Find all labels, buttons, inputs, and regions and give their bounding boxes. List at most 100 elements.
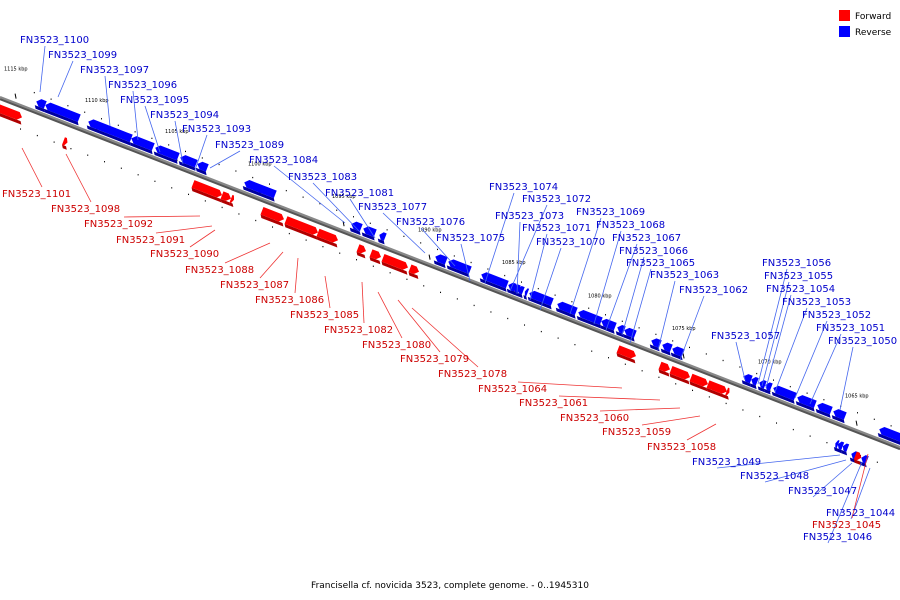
gene-block-FN3523_1086[interactable] <box>315 228 341 248</box>
gene-label-FN3523_1056[interactable]: FN3523_1056 <box>762 258 831 269</box>
gene-label-FN3523_1097[interactable]: FN3523_1097 <box>80 65 149 76</box>
gene-block-FN3523_1055[interactable] <box>757 379 769 393</box>
gene-block-FN3523_1075[interactable] <box>479 271 511 292</box>
gene-label-FN3523_1053[interactable]: FN3523_1053 <box>782 297 851 308</box>
gene-label-FN3523_1072[interactable]: FN3523_1072 <box>522 194 591 205</box>
gene-label-FN3523_1047[interactable]: FN3523_1047 <box>788 486 857 497</box>
gene-block-FN3523_1091[interactable] <box>219 191 234 206</box>
gene-block-FN3523_1069[interactable] <box>576 308 605 329</box>
gene-block-FN3523_1096[interactable] <box>129 135 157 155</box>
gene-label-FN3523_1050[interactable]: FN3523_1050 <box>828 336 897 347</box>
gene-label-FN3523_1062[interactable]: FN3523_1062 <box>679 285 748 296</box>
gene-block-FN3523_1082[interactable] <box>368 249 384 265</box>
gene-label-FN3523_1044[interactable]: FN3523_1044 <box>826 508 895 519</box>
gene-block-FN3523_1062[interactable] <box>670 345 687 361</box>
gene-block-FN3523_1095[interactable] <box>153 144 182 164</box>
gene-label-FN3523_1087[interactable]: FN3523_1087 <box>220 280 289 291</box>
gene-label-FN3523_1055[interactable]: FN3523_1055 <box>764 271 833 282</box>
gene-label-FN3523_1058[interactable]: FN3523_1058 <box>647 442 716 453</box>
gene-label-FN3523_1060[interactable]: FN3523_1060 <box>560 413 629 424</box>
gene-block-FN3523_1056[interactable] <box>749 376 761 390</box>
gene-label-FN3523_1066[interactable]: FN3523_1066 <box>619 246 688 257</box>
gene-block-FN3523_1063[interactable] <box>660 341 675 356</box>
gene-block-FN3523_1090[interactable] <box>228 194 237 208</box>
gene-label-FN3523_1077[interactable]: FN3523_1077 <box>358 202 427 213</box>
gene-block-FN3523_1073[interactable] <box>522 288 531 300</box>
gene-block-FN3523_1092[interactable] <box>190 180 225 203</box>
gene-block-FN3523_1059[interactable] <box>705 380 730 399</box>
gene-label-FN3523_1075[interactable]: FN3523_1075 <box>436 233 505 244</box>
gene-label-FN3523_1049[interactable]: FN3523_1049 <box>692 457 761 468</box>
gene-block-FN3523_1085[interactable] <box>355 244 369 259</box>
gene-block-FN3523_1053[interactable] <box>771 384 799 404</box>
gene-label-FN3523_1084[interactable]: FN3523_1084 <box>249 155 318 166</box>
gene-block-FN3523_1084[interactable] <box>349 220 365 236</box>
gene-label-FN3523_1052[interactable]: FN3523_1052 <box>802 310 871 321</box>
gene-label-FN3523_1076[interactable]: FN3523_1076 <box>396 217 465 228</box>
gene-label-FN3523_1078[interactable]: FN3523_1078 <box>438 369 507 380</box>
gene-label-FN3523_1063[interactable]: FN3523_1063 <box>650 270 719 281</box>
gene-label-FN3523_1101[interactable]: FN3523_1101 <box>2 189 71 200</box>
gene-label-FN3523_1064[interactable]: FN3523_1064 <box>478 384 547 395</box>
gene-label-FN3523_1088[interactable]: FN3523_1088 <box>185 265 254 276</box>
legend-item-forward[interactable]: Forward <box>839 10 891 22</box>
gene-block-unlabeled[interactable] <box>877 426 900 446</box>
gene-label-FN3523_1095[interactable]: FN3523_1095 <box>120 95 189 106</box>
gene-block-FN3523_1088[interactable] <box>259 206 287 227</box>
gene-label-FN3523_1092[interactable]: FN3523_1092 <box>84 219 153 230</box>
gene-label-FN3523_1093[interactable]: FN3523_1093 <box>182 124 251 135</box>
gene-block-FN3523_1089[interactable] <box>242 179 279 202</box>
gene-block-FN3523_1070[interactable] <box>555 300 580 319</box>
gene-block-FN3523_1048[interactable] <box>835 441 846 454</box>
gene-block-FN3523_1068[interactable] <box>599 317 619 334</box>
gene-block-FN3523_1098[interactable] <box>61 137 71 150</box>
gene-label-FN3523_1059[interactable]: FN3523_1059 <box>602 427 671 438</box>
gene-label-FN3523_1089[interactable]: FN3523_1089 <box>215 140 284 151</box>
gene-block-FN3523_1101[interactable] <box>0 103 25 125</box>
gene-label-FN3523_1100[interactable]: FN3523_1100 <box>20 35 89 46</box>
gene-block-FN3523_1076[interactable] <box>446 258 474 278</box>
gene-label-FN3523_1065[interactable]: FN3523_1065 <box>626 258 695 269</box>
gene-label-FN3523_1085[interactable]: FN3523_1085 <box>290 310 359 321</box>
gene-label-FN3523_1073[interactable]: FN3523_1073 <box>495 211 564 222</box>
gene-label-FN3523_1046[interactable]: FN3523_1046 <box>803 532 872 543</box>
gene-block-FN3523_1097[interactable] <box>86 118 135 146</box>
gene-label-FN3523_1071[interactable]: FN3523_1071 <box>522 223 591 234</box>
legend-item-reverse[interactable]: Reverse <box>839 26 892 38</box>
gene-block-FN3523_1077[interactable] <box>433 253 450 269</box>
gene-block-FN3523_1083[interactable] <box>361 225 379 241</box>
gene-label-FN3523_1069[interactable]: FN3523_1069 <box>576 207 645 218</box>
gene-block-FN3523_1081[interactable] <box>377 231 389 245</box>
gene-block-FN3523_1050[interactable] <box>831 408 849 424</box>
gene-block-FN3523_1052[interactable] <box>795 394 819 412</box>
gene-block-FN3523_1057[interactable] <box>741 373 755 387</box>
gene-label-FN3523_1082[interactable]: FN3523_1082 <box>324 325 393 336</box>
gene-label-FN3523_1099[interactable]: FN3523_1099 <box>48 50 117 61</box>
gene-block-FN3523_1051[interactable] <box>815 401 835 418</box>
gene-block-FN3523_1067[interactable] <box>615 324 628 338</box>
gene-label-FN3523_1074[interactable]: FN3523_1074 <box>489 182 558 193</box>
gene-block-FN3523_1071[interactable] <box>527 289 556 310</box>
gene-label-FN3523_1070[interactable]: FN3523_1070 <box>536 237 605 248</box>
gene-block-FN3523_1087[interactable] <box>283 216 321 240</box>
gene-block-FN3523_1047[interactable] <box>840 442 851 456</box>
gene-label-FN3523_1081[interactable]: FN3523_1081 <box>325 188 394 199</box>
gene-label-FN3523_1061[interactable]: FN3523_1061 <box>519 398 588 409</box>
gene-label-FN3523_1057[interactable]: FN3523_1057 <box>711 331 780 342</box>
gene-block-FN3523_1093[interactable] <box>195 160 211 176</box>
gene-block-FN3523_1078[interactable] <box>615 345 639 364</box>
gene-label-FN3523_1094[interactable]: FN3523_1094 <box>150 110 219 121</box>
gene-label-FN3523_1045[interactable]: FN3523_1045 <box>812 520 881 531</box>
gene-label-FN3523_1048[interactable]: FN3523_1048 <box>740 471 809 482</box>
gene-label-FN3523_1086[interactable]: FN3523_1086 <box>255 295 324 306</box>
gene-block-FN3523_1100[interactable] <box>34 98 49 113</box>
gene-block-FN3523_1080[interactable] <box>380 254 411 275</box>
gene-block-FN3523_1045[interactable] <box>853 451 865 465</box>
gene-label-FN3523_1096[interactable]: FN3523_1096 <box>108 80 177 91</box>
gene-block-FN3523_1072[interactable] <box>515 285 527 299</box>
gene-label-FN3523_1091[interactable]: FN3523_1091 <box>116 235 185 246</box>
gene-label-FN3523_1067[interactable]: FN3523_1067 <box>612 233 681 244</box>
gene-label-FN3523_1068[interactable]: FN3523_1068 <box>596 220 665 231</box>
gene-block-FN3523_1099[interactable] <box>43 101 83 126</box>
gene-label-FN3523_1098[interactable]: FN3523_1098 <box>51 204 120 215</box>
